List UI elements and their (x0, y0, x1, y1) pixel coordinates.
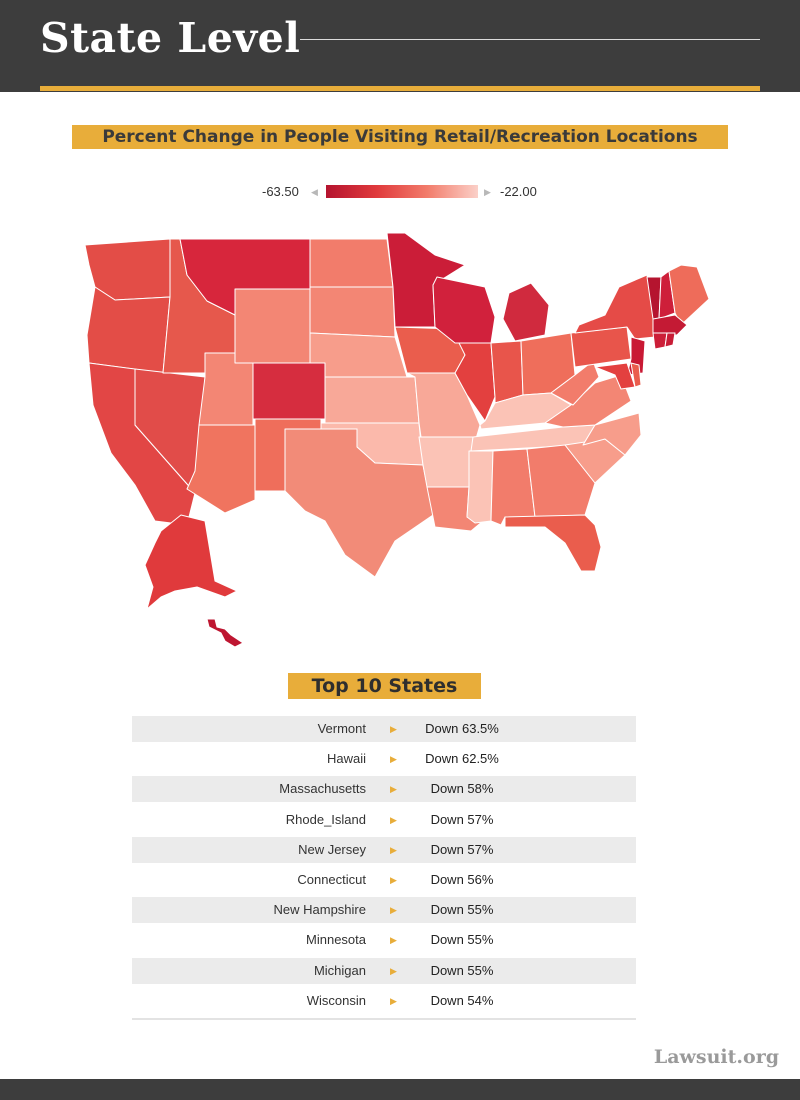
table-divider (132, 1018, 636, 1020)
state-wyoming (234, 288, 311, 364)
legend-right-arrow-icon: ▶ (484, 187, 491, 197)
arrow-icon: ▶ (390, 874, 397, 885)
state-value: Down 55% (430, 902, 494, 918)
header: State Level (0, 0, 800, 92)
state-maryland (594, 362, 636, 390)
state-hawaii (206, 618, 244, 648)
state-value: Down 56% (430, 871, 494, 887)
top10-table: Vermont ▶ Down 63.5% Hawaii ▶ Down 62.5%… (132, 716, 636, 1018)
state-name: New Hampshire (273, 902, 366, 918)
state-value: Down 58% (430, 781, 494, 797)
state-name: New Jersey (298, 841, 366, 857)
state-georgia (526, 444, 596, 518)
state-nebraska (309, 332, 408, 378)
state-name: Wisconsin (306, 992, 366, 1008)
arrow-icon: ▶ (390, 995, 397, 1006)
table-row: New Jersey ▶ Down 57% (132, 836, 636, 863)
state-mississippi (466, 450, 494, 524)
state-value: Down 55% (430, 962, 494, 978)
state-massachusetts (652, 314, 688, 336)
brand-logo: Lawsuit.org (653, 1046, 779, 1068)
table-row: Minnesota ▶ Down 55% (132, 927, 636, 953)
arrow-icon: ▶ (390, 784, 397, 795)
state-value: Down 63.5% (425, 721, 499, 736)
state-pennsylvania (570, 326, 632, 368)
state-delaware (630, 362, 642, 388)
state-utah (198, 352, 254, 426)
state-oregon (86, 286, 171, 374)
table-row: New Hampshire ▶ Down 55% (132, 897, 636, 924)
legend-left-arrow-icon: ◀ (311, 187, 318, 197)
state-value: Down 62.5% (425, 751, 499, 767)
table-row: Massachusetts ▶ Down 58% (132, 776, 636, 803)
arrow-icon: ▶ (390, 814, 397, 825)
state-value: Down 55% (430, 932, 494, 948)
state-name: Michigan (313, 962, 366, 978)
arrow-icon: ▶ (390, 724, 397, 734)
state-west-virginia (550, 360, 600, 406)
state-value: Down 57% (430, 841, 494, 857)
state-florida (504, 514, 602, 572)
arrow-icon: ▶ (390, 965, 397, 976)
state-value: Down 54% (430, 992, 494, 1008)
state-north-dakota (309, 238, 394, 288)
table-row: Vermont ▶ Down 63.5% (132, 716, 636, 742)
state-arkansas (418, 436, 474, 488)
header-divider (300, 39, 760, 40)
state-value: Down 57% (430, 811, 494, 827)
table-row: Rhode_Island ▶ Down 57% (132, 807, 636, 833)
state-indiana (490, 340, 524, 404)
state-rhode-island (664, 332, 676, 348)
color-legend: -63.50 ◀ ▶ -22.00 (0, 184, 800, 200)
state-wisconsin (432, 276, 496, 344)
table-row: Michigan ▶ Down 55% (132, 957, 636, 984)
arrow-icon: ▶ (390, 844, 397, 855)
page-title: State Level (40, 14, 301, 62)
arrow-icon: ▶ (390, 935, 397, 946)
top10-title: Top 10 States (288, 673, 481, 699)
state-colorado (252, 362, 326, 420)
state-name: Rhode_Island (285, 811, 366, 827)
state-name: Connecticut (297, 871, 366, 887)
state-name: Hawaii (326, 751, 366, 767)
legend-gradient-bar (326, 185, 478, 198)
state-maine (668, 264, 710, 326)
map-title: Percent Change in People Visiting Retail… (72, 125, 728, 149)
state-south-dakota (309, 286, 396, 338)
state-michigan (502, 282, 550, 342)
state-name: Minnesota (306, 932, 366, 948)
us-choropleth-map (84, 232, 710, 648)
table-row: Wisconsin ▶ Down 54% (132, 988, 636, 1014)
footer-bar (0, 1079, 800, 1100)
state-kansas (324, 376, 420, 424)
table-row: Hawaii ▶ Down 62.5% (132, 746, 636, 772)
legend-max-label: -22.00 (500, 184, 537, 199)
state-alaska (144, 514, 238, 610)
table-row: Connecticut ▶ Down 56% (132, 867, 636, 893)
arrow-icon: ▶ (390, 754, 397, 765)
state-texas (284, 428, 434, 578)
state-name: Massachusetts (279, 781, 366, 797)
state-name: Vermont (317, 721, 366, 736)
gold-divider (40, 86, 760, 91)
legend-min-label: -63.50 (262, 184, 299, 199)
arrow-icon: ▶ (390, 905, 397, 916)
